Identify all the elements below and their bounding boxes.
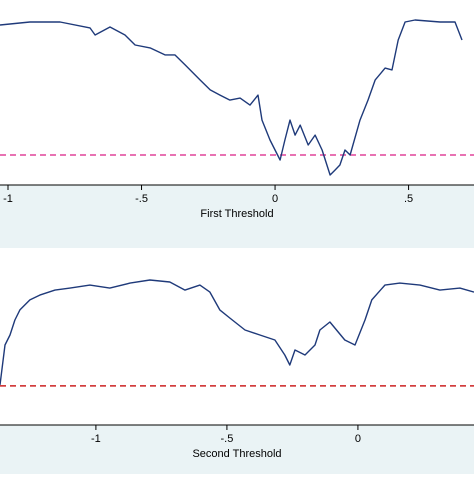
x-tick-label: -1 — [3, 193, 13, 205]
x-axis-label: Second Threshold — [192, 448, 281, 460]
x-tick-label: .5 — [404, 193, 413, 205]
x-tick-label: 0 — [272, 193, 278, 205]
x-tick-label: -.5 — [135, 193, 148, 205]
axis-background — [0, 185, 474, 248]
axis-background — [0, 425, 474, 474]
data-line — [0, 19, 463, 176]
x-tick-label: -.5 — [220, 433, 233, 445]
x-tick-label: -1 — [91, 433, 101, 445]
plot-background — [0, 0, 474, 185]
data-line — [0, 279, 474, 385]
x-axis-label: First Threshold — [200, 208, 273, 220]
plot-background — [0, 258, 474, 425]
x-tick-label: 0 — [355, 433, 361, 445]
